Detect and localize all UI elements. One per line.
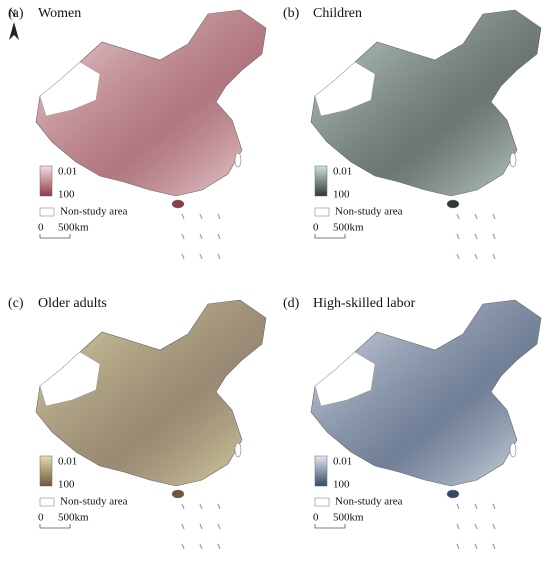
boundary-dash [217, 253, 221, 260]
region-map [310, 299, 542, 487]
hainan [171, 489, 185, 499]
boundary-dash [492, 523, 496, 530]
boundary-dash [456, 503, 460, 510]
boundary-dash [181, 503, 185, 510]
boundary-dash [492, 233, 496, 240]
taiwan [509, 442, 517, 458]
scale-start: 0 [38, 222, 44, 234]
legend-non-study: Non-study area [60, 206, 128, 218]
map-panel: (a) Women 0.01 100 Non-study area 0 500km [8, 6, 267, 260]
non-study-swatch [39, 207, 55, 217]
boundary-dash [199, 233, 203, 240]
taiwan [234, 442, 242, 458]
legend-non-study: Non-study area [335, 496, 403, 508]
panel-title: Children [313, 6, 362, 21]
legend-non-study: Non-study area [60, 496, 128, 508]
boundary-dash [474, 523, 478, 530]
legend-min: 0.01 [58, 166, 77, 178]
scale-start: 0 [313, 512, 319, 524]
hainan [171, 199, 185, 209]
legend-min: 0.01 [333, 166, 352, 178]
panel-label: (b) [283, 6, 300, 21]
panel-title: Older adults [38, 296, 107, 311]
non-study-region [314, 61, 376, 117]
scale-bar [314, 524, 346, 529]
legend-min: 0.01 [58, 456, 77, 468]
panel-label: (a) [8, 6, 24, 21]
hainan [446, 489, 460, 499]
boundary-dash [181, 523, 185, 530]
scale-bar [314, 234, 346, 239]
legend-ramp [314, 455, 328, 487]
boundary-dash [492, 543, 496, 550]
boundary-dash [217, 213, 221, 220]
region-map [310, 9, 542, 197]
map-panel: (d) High-skilled labor 0.01 100 Non-study ar… [283, 296, 542, 550]
legend-max: 100 [333, 189, 350, 201]
map-panel: (b) Children 0.01 100 Non-study area 0 500km [283, 6, 542, 260]
boundary-dash [474, 253, 478, 260]
panel-label: (c) [8, 296, 24, 311]
non-study-swatch [39, 497, 55, 507]
boundary-dash [456, 213, 460, 220]
taiwan [234, 152, 242, 168]
panel-title: High-skilled labor [313, 296, 416, 311]
taiwan [509, 152, 517, 168]
boundary-dash [456, 523, 460, 530]
scale-bar [39, 234, 71, 239]
boundary-dash [474, 503, 478, 510]
north-label: N [9, 8, 16, 19]
scale-end: 500km [333, 222, 364, 234]
boundary-dash [492, 503, 496, 510]
boundary-dash [217, 523, 221, 530]
non-study-region [314, 351, 376, 407]
scale-start: 0 [38, 512, 44, 524]
north-arrow [9, 22, 19, 40]
boundary-dash [492, 213, 496, 220]
boundary-dash [199, 253, 203, 260]
legend-non-study: Non-study area [335, 206, 403, 218]
boundary-dash [199, 213, 203, 220]
panel-label: (d) [283, 296, 300, 311]
panel-title: Women [38, 6, 81, 21]
boundary-dash [492, 253, 496, 260]
region-map [35, 299, 267, 487]
non-study-swatch [314, 207, 330, 217]
boundary-dash [474, 543, 478, 550]
boundary-dash [199, 523, 203, 530]
boundary-dash [217, 503, 221, 510]
boundary-dash [181, 543, 185, 550]
legend-max: 100 [58, 189, 75, 201]
legend-max: 100 [333, 479, 350, 491]
legend-ramp [39, 455, 53, 487]
scale-end: 500km [58, 512, 89, 524]
boundary-dash [474, 233, 478, 240]
non-study-swatch [314, 497, 330, 507]
boundary-dash [199, 503, 203, 510]
boundary-dash [199, 543, 203, 550]
hainan [446, 199, 460, 209]
boundary-dash [217, 543, 221, 550]
map-panel: (c) Older adults 0.01 100 Non-study area 0 500… [8, 296, 267, 550]
region-map [35, 9, 267, 197]
scale-end: 500km [333, 512, 364, 524]
boundary-dash [217, 233, 221, 240]
scale-start: 0 [313, 222, 319, 234]
non-study-region [39, 351, 101, 407]
legend-min: 0.01 [333, 456, 352, 468]
scale-bar [39, 524, 71, 529]
boundary-dash [456, 543, 460, 550]
legend-max: 100 [58, 479, 75, 491]
scale-end: 500km [58, 222, 89, 234]
boundary-dash [181, 253, 185, 260]
boundary-dash [181, 213, 185, 220]
legend-ramp [39, 165, 53, 197]
boundary-dash [181, 233, 185, 240]
boundary-dash [456, 253, 460, 260]
boundary-dash [474, 213, 478, 220]
non-study-region [39, 61, 101, 117]
boundary-dash [456, 233, 460, 240]
legend-ramp [314, 165, 328, 197]
